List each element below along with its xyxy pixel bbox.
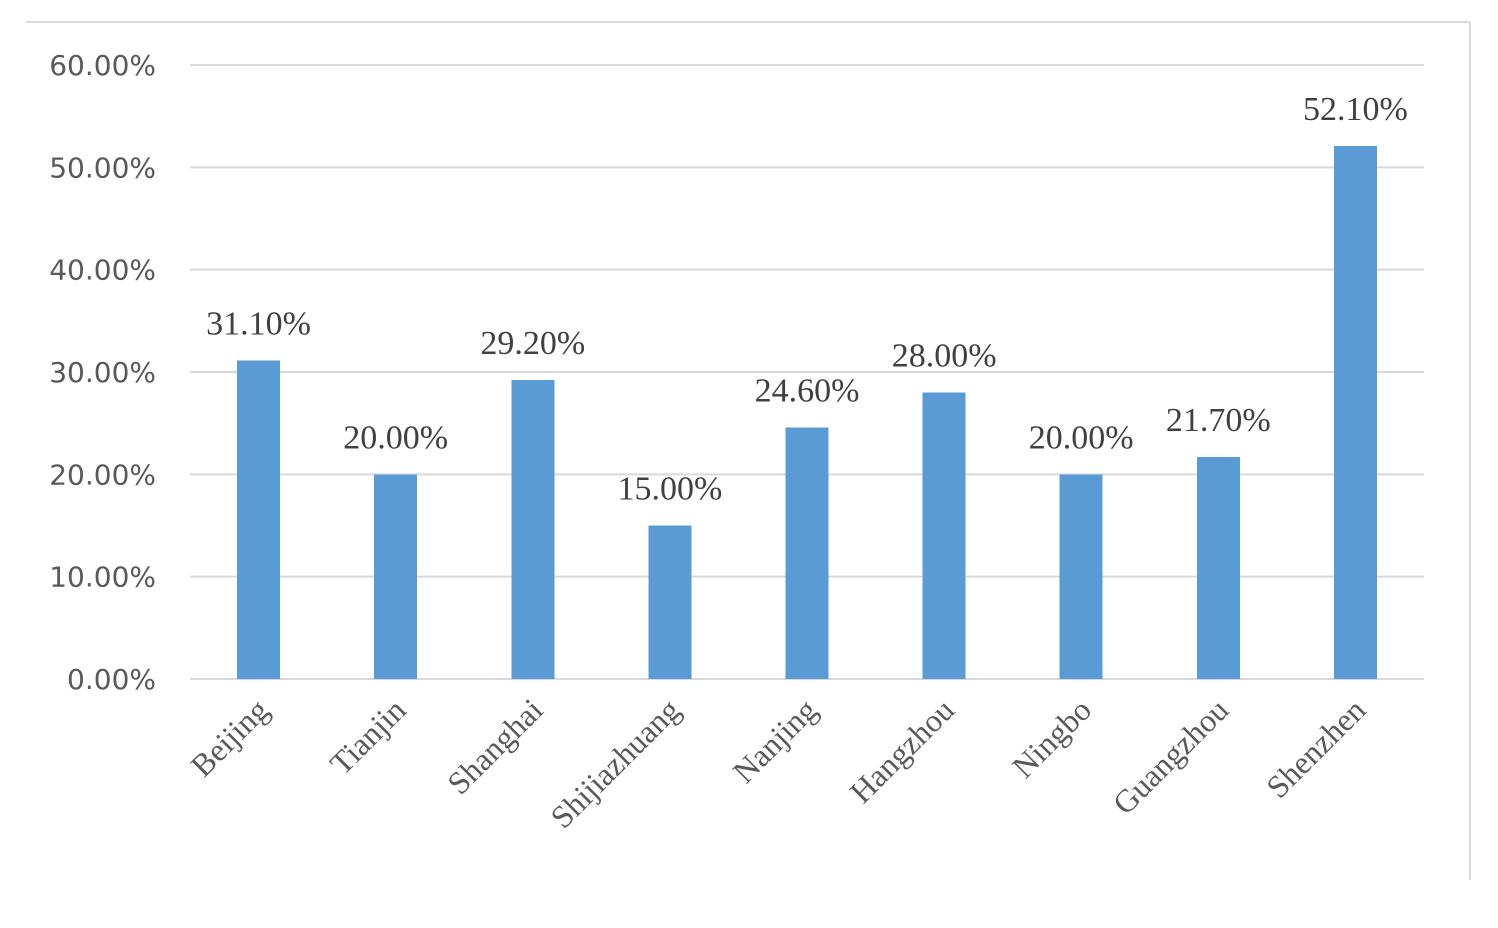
data-label-hangzhou: 28.00%: [892, 337, 997, 374]
data-label-shijiazhuang: 15.00%: [617, 471, 722, 508]
y-axis-tick-labels: 0.00% 10.00% 20.00% 30.00% 40.00% 50.00% 60.00…: [49, 49, 156, 696]
bar-nanjing: [785, 427, 829, 679]
bar-shanghai: [511, 380, 555, 679]
y-tick-label: 20.00%: [49, 458, 156, 491]
data-label-shenzhen: 52.10%: [1303, 91, 1408, 128]
y-tick-label: 50.00%: [49, 151, 156, 184]
category-label-shanghai: Shanghai: [440, 691, 550, 801]
category-label-beijing: Beijing: [183, 691, 275, 783]
data-label-nanjing: 24.60%: [755, 372, 860, 409]
y-tick-label: 60.00%: [49, 49, 156, 82]
category-label-nanjing: Nanjing: [726, 691, 824, 789]
category-label-guangzhou: Guangzhou: [1106, 691, 1236, 821]
data-labels: 31.10% 20.00% 29.20% 15.00% 24.60% 28.00% 20.0…: [206, 91, 1408, 508]
bar-shijiazhuang: [648, 525, 692, 679]
bars: [237, 145, 1377, 680]
data-label-shanghai: 29.20%: [480, 325, 585, 362]
bar-hangzhou: [922, 392, 966, 679]
bar-ningbo: [1059, 474, 1103, 679]
data-label-beijing: 31.10%: [206, 306, 311, 343]
bar-beijing: [237, 360, 281, 679]
y-tick-label: 0.00%: [67, 663, 156, 696]
bar-tianjin: [374, 474, 418, 679]
data-label-ningbo: 20.00%: [1029, 419, 1134, 456]
bar-guangzhou: [1196, 456, 1240, 679]
data-label-guangzhou: 21.70%: [1166, 402, 1271, 439]
y-tick-label: 40.00%: [49, 254, 156, 287]
data-label-tianjin: 20.00%: [343, 419, 448, 456]
bar-shenzhen: [1333, 145, 1377, 680]
y-tick-label: 30.00%: [49, 356, 156, 389]
category-label-shenzhen: Shenzhen: [1259, 691, 1372, 804]
y-tick-label: 10.00%: [49, 561, 156, 594]
category-label-shijiazhuang: Shijiazhuang: [543, 691, 687, 835]
category-label-tianjin: Tianjin: [323, 691, 413, 781]
category-label-hangzhou: Hangzhou: [843, 691, 961, 809]
category-label-ningbo: Ningbo: [1005, 691, 1098, 784]
